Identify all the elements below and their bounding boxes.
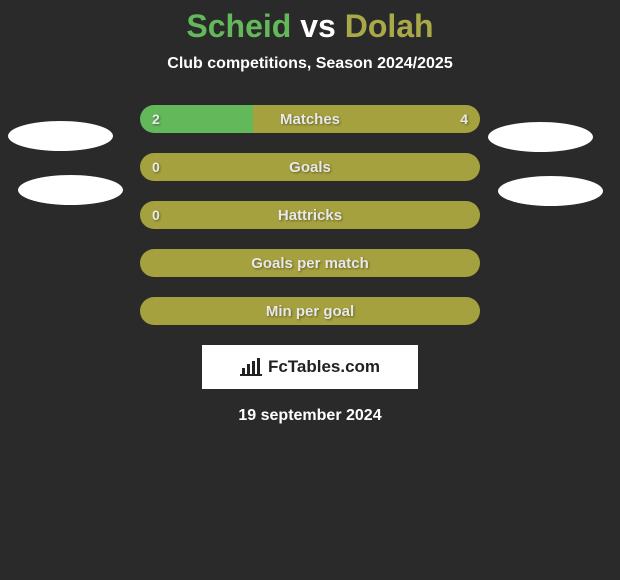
title-left-name: Scheid [186, 8, 291, 44]
stat-bar: Matches24 [140, 105, 480, 133]
subtitle: Club competitions, Season 2024/2025 [0, 55, 620, 73]
source-badge-text: FcTables.com [268, 357, 380, 377]
stat-bar-right-fill [140, 201, 480, 229]
decorative-ellipse [488, 122, 593, 152]
decorative-ellipse [18, 175, 123, 205]
stat-bar: Goals0 [140, 153, 480, 181]
stat-bar-right-fill [253, 105, 480, 133]
stat-bar-right-fill [140, 249, 480, 277]
stat-bar-right-fill [140, 297, 480, 325]
stat-row: Min per goal [0, 297, 620, 325]
source-badge: FcTables.com [202, 345, 418, 389]
date-text: 19 september 2024 [0, 407, 620, 425]
title-vs: vs [300, 8, 336, 44]
stat-bar: Min per goal [140, 297, 480, 325]
stat-row: Goals per match [0, 249, 620, 277]
title: Scheid vs Dolah [0, 8, 620, 45]
stat-bar-left-fill [140, 105, 253, 133]
bar-chart-icon [240, 358, 262, 376]
decorative-ellipse [498, 176, 603, 206]
stat-bar: Hattricks0 [140, 201, 480, 229]
stat-bar: Goals per match [140, 249, 480, 277]
title-right-name: Dolah [345, 8, 434, 44]
stat-bar-right-fill [140, 153, 480, 181]
comparison-infographic: Scheid vs Dolah Club competitions, Seaso… [0, 0, 620, 580]
stat-row: Hattricks0 [0, 201, 620, 229]
decorative-ellipse [8, 121, 113, 151]
